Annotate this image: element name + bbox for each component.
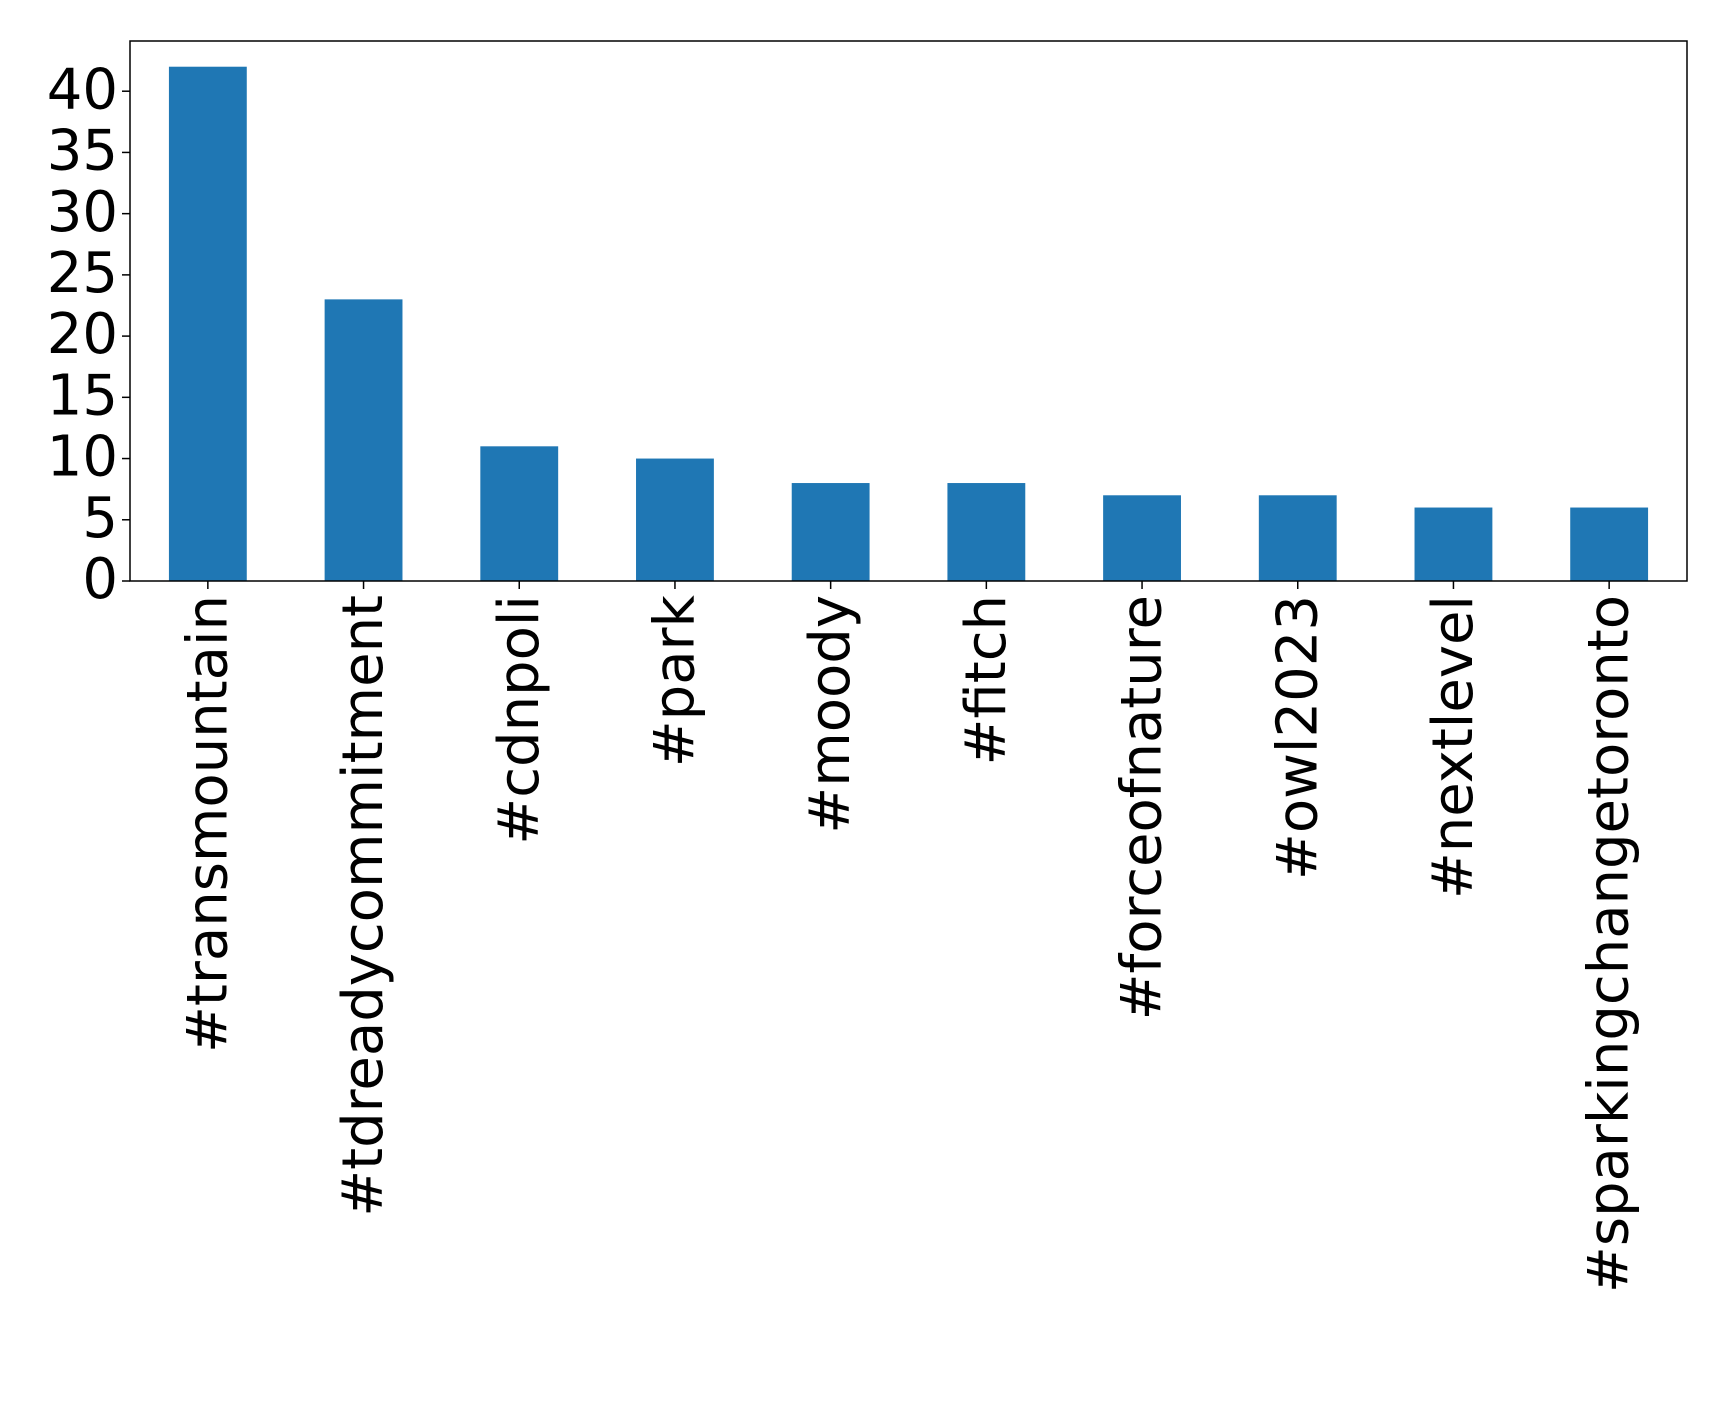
y-tick-label: 15	[47, 363, 118, 428]
bar	[324, 299, 403, 581]
y-tick-label: 10	[47, 425, 118, 490]
bar	[1414, 507, 1493, 581]
bar	[1103, 495, 1181, 581]
y-tick-label: 40	[47, 57, 118, 122]
plot-area	[168, 66, 1649, 581]
x-tick-label: #cdnpoli	[487, 595, 552, 845]
y-tick-label: 20	[47, 302, 118, 367]
bar	[1258, 495, 1337, 581]
y-tick-label: 35	[47, 119, 118, 184]
x-tick-label: #moody	[798, 595, 863, 834]
x-tick-label: #owl2023	[1265, 595, 1330, 880]
x-tick-label: #sparkingchangetoronto	[1577, 595, 1642, 1293]
x-tick-label: #forceofnature	[1110, 595, 1175, 1020]
y-tick-label: 0	[82, 547, 118, 612]
bar	[791, 483, 870, 581]
y-tick-label: 30	[47, 180, 118, 245]
x-tick-label: #park	[642, 594, 707, 767]
x-tick-label: #nextlevel	[1421, 595, 1486, 899]
y-tick-label: 25	[47, 241, 118, 306]
x-tick-label: #tdreadycommitment	[331, 595, 396, 1217]
bar	[1570, 507, 1649, 581]
x-tick-label: #fitch	[954, 595, 1019, 765]
bar	[168, 66, 247, 581]
bar	[480, 446, 559, 581]
bar	[636, 458, 714, 581]
axes-frame	[129, 40, 1688, 582]
x-tick-label: #transmountain	[175, 595, 240, 1053]
bar	[947, 483, 1026, 581]
y-tick-label: 5	[82, 486, 118, 551]
